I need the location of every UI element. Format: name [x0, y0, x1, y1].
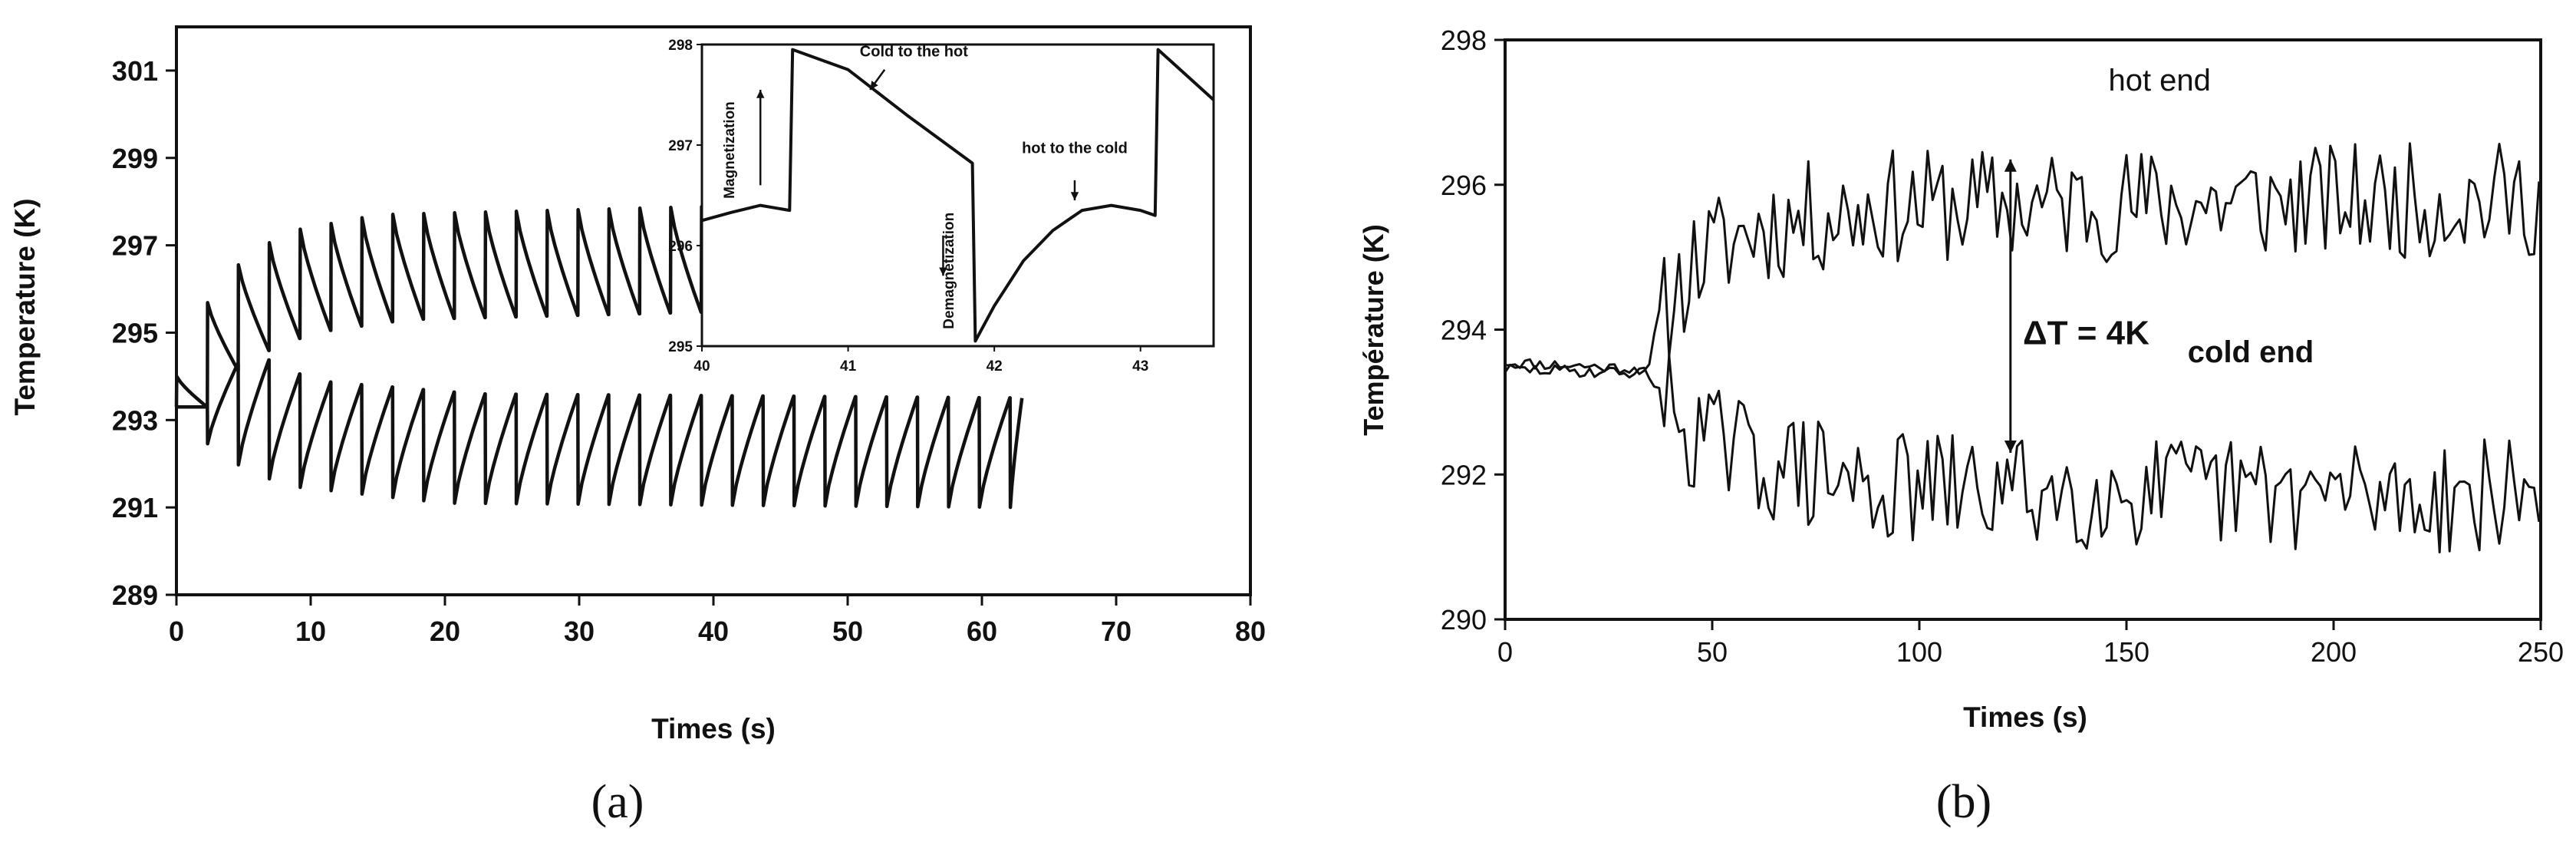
inset-y-tick-label: 296	[668, 239, 693, 255]
y-tick-label: 297	[112, 230, 158, 262]
inset-arrow-head	[870, 81, 878, 90]
panel-b: 290 292 294 296 298 0 50 100 150 200 250 hot end …	[1358, 25, 2564, 828]
inset-x-tick-label: 42	[987, 358, 1003, 375]
delta-t-arrow-head-down	[2004, 440, 2017, 453]
x-tick-label: 30	[564, 616, 595, 647]
panel-a-inset-frame	[700, 43, 1215, 348]
x-tick-label: 0	[169, 616, 184, 647]
series-hot	[174, 204, 729, 409]
y-tick-label: 289	[112, 579, 158, 611]
inset-y-tick-label: 297	[668, 138, 693, 154]
y-tick-label: 296	[1441, 170, 1487, 201]
x-tick-label: 40	[698, 616, 729, 647]
annotation-cold-end: cold end	[2188, 335, 2314, 369]
y-tick-label: 299	[112, 143, 158, 174]
panel-a-caption: (a)	[591, 776, 644, 828]
inset-y-tick-label: 298	[668, 38, 693, 54]
panel-b-x-ticks: 0 50 100 150 200 250	[1497, 619, 2564, 668]
delta-t-arrow-head-up	[2004, 159, 2017, 172]
x-tick-label: 10	[295, 616, 326, 647]
y-tick-label: 301	[112, 55, 158, 87]
x-tick-label: 150	[2103, 636, 2149, 668]
inset-annotation-cold-to-hot: Cold to the hot	[860, 44, 968, 61]
x-tick-label: 0	[1497, 636, 1513, 668]
x-tick-label: 60	[967, 616, 997, 647]
panel-a-y-ticks: 289 291 293 295 297 299 301	[112, 55, 176, 611]
y-tick-label: 295	[112, 317, 158, 348]
panel-b-caption: (b)	[1936, 776, 1991, 828]
x-tick-label: 100	[1896, 636, 1942, 668]
y-tick-label: 293	[112, 404, 158, 436]
inset-arrow-head	[756, 89, 765, 98]
y-tick-label: 291	[112, 492, 158, 523]
inset-annotation-hot-to-cold: hot to the cold	[1022, 140, 1128, 157]
x-tick-label: 200	[2311, 636, 2357, 668]
panel-a-x-ticks: 0 10 20 30 40 50 60 70 80	[169, 595, 1266, 647]
inset-arrow-head	[939, 267, 947, 276]
inset-arrow-head	[1070, 192, 1079, 201]
x-tick-label: 250	[2518, 636, 2564, 668]
x-tick-label: 20	[430, 616, 460, 647]
annotation-delta-t: ΔT = 4K	[2023, 314, 2149, 352]
series-hot-end	[1504, 142, 2541, 375]
x-tick-label: 50	[1697, 636, 1728, 668]
series-cold	[175, 358, 1024, 510]
panel-a-inset-annotations: Cold to the hot hot to the cold Magnetiz…	[722, 44, 1128, 329]
inset-x-tick-label: 40	[693, 358, 710, 375]
y-tick-label: 292	[1441, 459, 1487, 490]
inset-x-tick-label: 41	[840, 358, 857, 375]
inset-y-tick-label: 295	[668, 339, 693, 355]
inset-annotation-demagnetization: Demagnetization	[941, 213, 957, 329]
panel-a-inset-ticks: 295 296 297 298 40 41 42 43	[668, 38, 1148, 375]
y-tick-label: 290	[1441, 604, 1487, 635]
panel-b-x-axis-label: Times (s)	[1963, 701, 2087, 733]
y-tick-label: 294	[1441, 315, 1487, 346]
panel-b-y-ticks: 290 292 294 296 298	[1441, 25, 1505, 635]
x-tick-label: 80	[1235, 616, 1266, 647]
panel-a-inset-series	[701, 48, 1215, 343]
panel-b-y-axis-label: Température (K)	[1358, 224, 1389, 435]
inset-x-tick-label: 43	[1132, 358, 1148, 375]
inset-series	[701, 48, 1215, 343]
panel-b-series	[1504, 142, 2541, 553]
panel-b-annotations: hot end cold end ΔT = 4K	[2023, 64, 2314, 369]
series-cold-end	[1504, 354, 2541, 553]
y-tick-label: 298	[1441, 25, 1487, 56]
annotation-hot-end: hot end	[2108, 64, 2210, 97]
panel-a-series	[174, 204, 1024, 510]
panel-a-y-axis-label: Temperature (K)	[9, 198, 41, 415]
x-tick-label: 70	[1101, 616, 1132, 647]
panel-a-x-axis-label: Times (s)	[651, 713, 776, 744]
inset-annotation-magnetization: Magnetization	[722, 101, 738, 199]
x-tick-label: 50	[832, 616, 863, 647]
